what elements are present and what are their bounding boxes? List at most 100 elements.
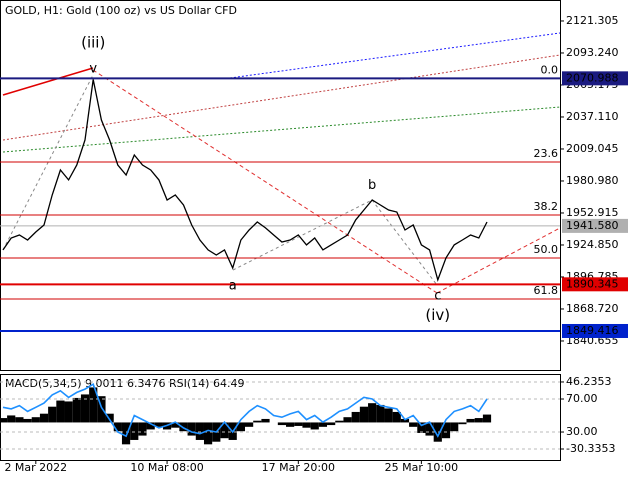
histogram-bar — [39, 413, 49, 423]
fib-label: 38.2 — [534, 200, 559, 213]
wave-line — [232, 199, 373, 271]
histogram-bar — [72, 397, 81, 423]
histogram-bar — [89, 387, 98, 423]
histogram-bar — [23, 418, 32, 423]
price-box — [562, 277, 628, 292]
x-tick-label: 10 Mar 08:00 — [130, 461, 203, 474]
histogram-bar — [245, 422, 254, 427]
y-tick-label: 2037.110 — [566, 110, 619, 123]
histogram-bar — [154, 422, 163, 427]
trend-line — [2, 54, 561, 141]
price-box-label: 2070.988 — [566, 71, 619, 84]
y-tick-label: 30.00 — [566, 425, 598, 438]
chart-title: GOLD, H1: Gold (100 oz) vs US Dollar CFD — [5, 4, 237, 17]
y-tick-label: 1952.915 — [566, 206, 619, 219]
trend-line — [2, 106, 561, 153]
price-panel — [0, 0, 561, 371]
histogram-bar — [56, 400, 65, 423]
wave-label: v — [89, 62, 97, 77]
histogram-bar — [179, 422, 188, 432]
histogram-bar — [253, 420, 262, 423]
series-line — [2, 383, 488, 438]
histogram-bar — [318, 422, 328, 427]
trend-line — [436, 227, 561, 294]
y-tick-label: 46.2353 — [566, 375, 612, 388]
price-box — [562, 218, 628, 233]
wave-label: (iii) — [81, 33, 105, 51]
histogram-bar — [195, 422, 204, 440]
histogram-bar — [31, 417, 40, 423]
fib-label: 23.6 — [534, 147, 559, 160]
y-tick-label: 1980.980 — [566, 174, 619, 187]
histogram-bar — [433, 422, 442, 442]
wave-label: c — [434, 289, 441, 304]
y-tick-label: -30.3353 — [566, 442, 615, 455]
histogram-bar — [409, 422, 418, 427]
histogram-bar — [417, 422, 426, 433]
histogram-bar — [138, 422, 147, 436]
histogram-bar — [400, 418, 410, 423]
histogram-bar — [466, 418, 475, 423]
y-tick-label: 70.00 — [566, 392, 598, 405]
y-tick-label: 2121.305 — [566, 14, 619, 27]
histogram-bar — [80, 394, 90, 423]
trend-line — [2, 67, 94, 96]
histogram-bar — [335, 420, 344, 423]
histogram-bar — [146, 422, 155, 430]
fib-label: 61.8 — [534, 284, 559, 297]
histogram-bar — [15, 417, 24, 423]
trend-line — [92, 69, 438, 294]
histogram-bar — [220, 422, 229, 439]
histogram-bar — [286, 422, 295, 427]
x-tick-label: 25 Mar 10:00 — [385, 461, 458, 474]
histogram-bar — [384, 408, 393, 423]
trend-line — [229, 32, 561, 79]
histogram-bar — [343, 417, 352, 423]
histogram-bar — [425, 422, 434, 436]
histogram-bar — [187, 422, 196, 436]
histogram-bar — [261, 418, 270, 423]
indicator-panel — [0, 374, 561, 461]
histogram-bar — [458, 422, 467, 425]
y-tick-label: 2009.045 — [566, 142, 619, 155]
trend-lines — [2, 32, 561, 294]
histogram-bar — [105, 413, 114, 423]
histogram-bar — [48, 406, 57, 423]
histogram-bar — [474, 418, 483, 423]
series-line — [2, 79, 488, 283]
histogram-bar — [0, 418, 8, 423]
histogram-bar — [482, 414, 492, 423]
histogram-bar — [392, 411, 401, 423]
histogram-bar — [441, 422, 451, 439]
indicator-title: MACD(5,34,5) 9.0011 6.3476 RSI(14) 64.49 — [5, 377, 244, 390]
price-box-label: 1890.345 — [566, 277, 619, 290]
wave-label: a — [229, 278, 237, 293]
price-box — [562, 71, 628, 86]
wave-label: b — [368, 178, 376, 193]
fib-label: 0.0 — [541, 63, 559, 76]
histogram-bar — [97, 396, 106, 423]
histogram-bar — [368, 403, 377, 423]
histogram-bar — [351, 411, 360, 423]
x-tick-label: 17 Mar 20:00 — [262, 461, 335, 474]
x-tick-label: 2 Mar 2022 — [4, 461, 67, 474]
histogram-bar — [327, 422, 336, 426]
y-tick-label: 1924.850 — [566, 238, 619, 251]
histogram-bar — [310, 422, 319, 430]
histogram-bar — [359, 406, 369, 423]
histogram-bar — [294, 422, 303, 426]
histogram-bar — [302, 422, 311, 428]
histogram-bar — [130, 422, 139, 440]
histogram-bar — [7, 415, 16, 423]
histogram-bar — [121, 422, 131, 445]
fib-label: 50.0 — [534, 243, 559, 256]
price-box — [562, 323, 628, 338]
histogram-bar — [236, 422, 245, 432]
histogram-bar — [113, 422, 122, 432]
wave-label: (iv) — [425, 306, 450, 324]
histogram-bar — [376, 404, 385, 423]
histogram-bar — [203, 422, 213, 445]
y-tick-label: 2093.240 — [566, 46, 619, 59]
histogram-bar — [64, 401, 73, 423]
